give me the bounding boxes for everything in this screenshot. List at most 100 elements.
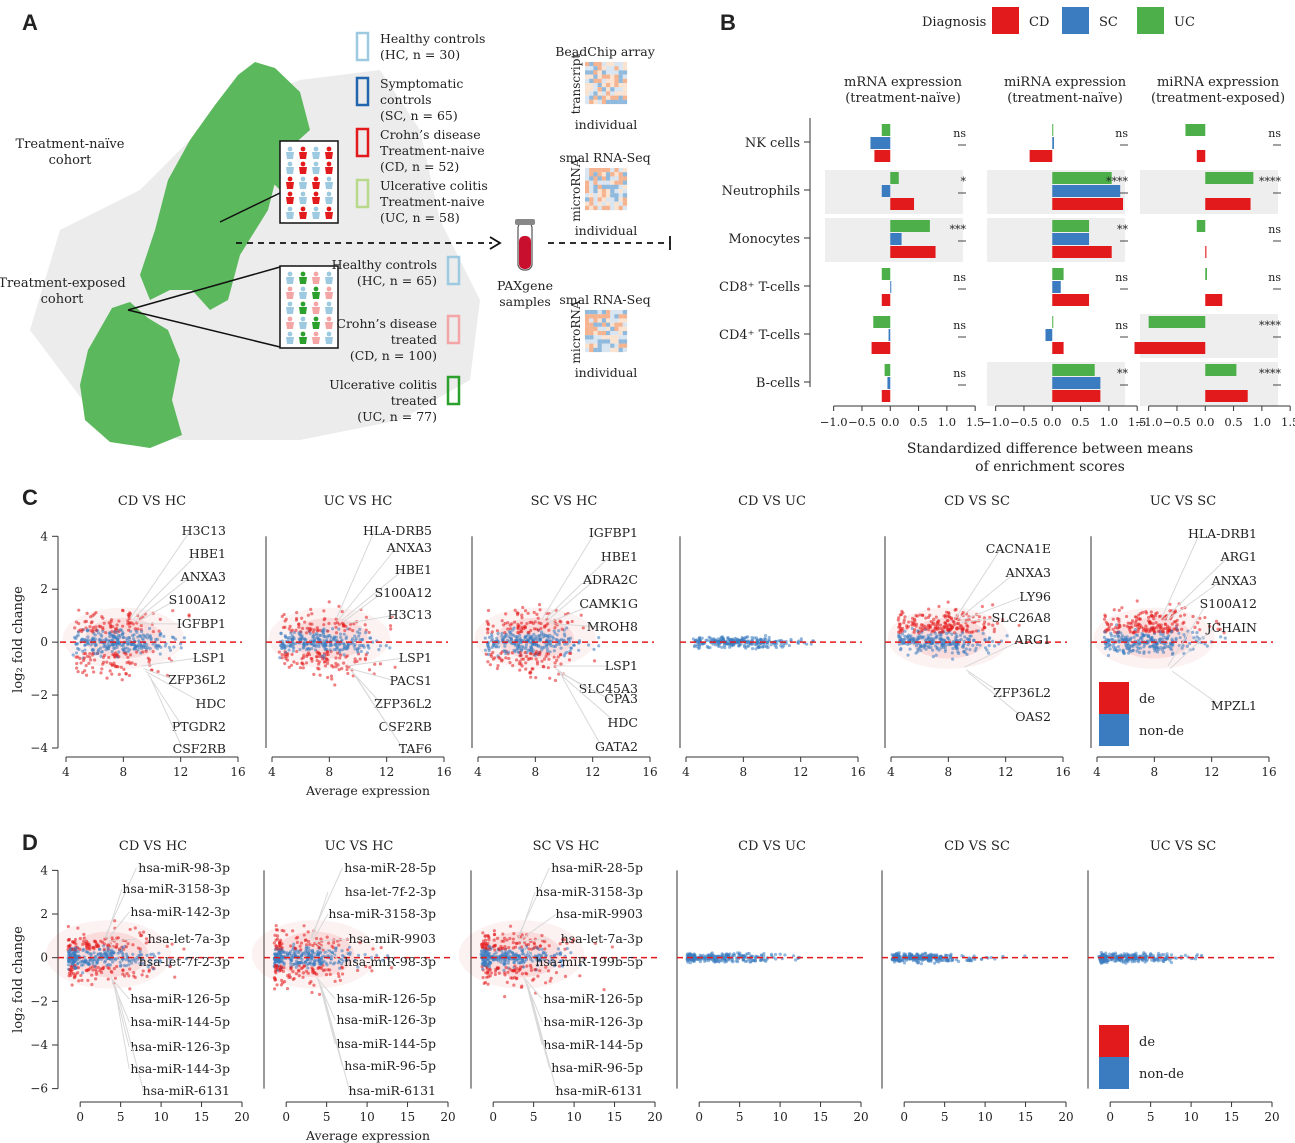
gene-label: HLA-DRB5 <box>363 523 432 538</box>
data-point <box>297 974 301 978</box>
data-point <box>897 616 901 620</box>
data-point <box>295 935 300 940</box>
data-point <box>550 635 555 639</box>
data-point <box>168 964 172 969</box>
data-point <box>496 663 500 668</box>
data-point <box>965 630 969 634</box>
data-point <box>113 646 117 650</box>
heatmap-cell <box>593 184 598 190</box>
data-point <box>137 639 141 643</box>
data-point <box>995 621 1000 625</box>
heatmap-cell <box>601 91 607 96</box>
data-point <box>480 944 484 948</box>
heatmap-cell <box>585 193 590 198</box>
data-point <box>380 958 385 962</box>
data-point <box>970 630 974 634</box>
data-point <box>809 642 813 646</box>
data-point <box>108 669 112 673</box>
data-point <box>369 955 373 960</box>
data-point <box>77 608 81 612</box>
data-point <box>935 647 939 651</box>
data-point <box>988 615 992 619</box>
data-point <box>66 963 71 967</box>
x-tick-label: 0.0 <box>1043 415 1061 429</box>
data-point <box>379 945 383 950</box>
data-point <box>342 645 346 649</box>
data-point <box>688 961 692 965</box>
label-leader <box>351 670 382 705</box>
y-tick-label: 4 <box>40 529 48 543</box>
heatmap-xlab: individual <box>575 365 638 380</box>
data-point <box>500 946 504 950</box>
data-point <box>511 946 515 950</box>
data-point <box>127 959 131 963</box>
data-point <box>1115 616 1120 621</box>
bar-sc <box>890 233 902 245</box>
heatmap-cell <box>610 322 615 327</box>
data-point <box>299 941 304 945</box>
data-point <box>337 943 341 947</box>
data-point <box>1150 644 1155 648</box>
data-point <box>577 648 581 652</box>
data-point <box>937 604 941 609</box>
data-point <box>116 665 120 669</box>
data-point <box>499 960 503 964</box>
heatmap-cell <box>589 176 594 181</box>
data-point <box>117 947 121 951</box>
person-icon <box>300 286 306 292</box>
data-point <box>511 664 515 668</box>
data-point <box>279 938 283 942</box>
data-point <box>141 650 145 654</box>
heatmap-cell <box>585 87 590 92</box>
gene-label: CAMK1G <box>579 596 638 611</box>
data-point <box>322 641 326 645</box>
data-point <box>898 624 902 628</box>
data-point <box>327 621 331 626</box>
data-point <box>319 958 323 962</box>
data-point <box>121 952 125 956</box>
heatmap-cell <box>597 70 602 75</box>
data-point <box>128 653 133 657</box>
data-point <box>338 978 342 982</box>
data-point <box>93 643 98 648</box>
data-point <box>319 962 323 966</box>
data-point <box>343 628 347 633</box>
data-point <box>101 967 105 971</box>
data-point <box>518 957 522 961</box>
data-point <box>322 609 326 613</box>
gene-label: HBE1 <box>601 549 638 564</box>
data-point <box>516 622 520 627</box>
data-point <box>1182 633 1186 637</box>
data-point <box>318 951 323 955</box>
bar-uc <box>1052 220 1090 232</box>
data-point <box>539 632 544 636</box>
heatmap-cell <box>601 339 607 344</box>
data-point <box>486 975 491 979</box>
data-point <box>1203 642 1207 646</box>
data-point <box>91 666 95 670</box>
label-leader <box>551 623 603 628</box>
data-point <box>275 983 279 987</box>
data-point <box>96 631 101 635</box>
data-point <box>965 652 969 657</box>
data-point <box>756 638 760 642</box>
category-label: CD4⁺ T-cells <box>719 328 800 343</box>
data-point <box>922 635 926 639</box>
data-point <box>902 621 906 625</box>
data-point <box>555 633 559 637</box>
data-point <box>919 648 923 653</box>
data-point <box>136 946 141 950</box>
data-point <box>334 635 339 639</box>
person-icon <box>312 277 320 284</box>
data-point <box>367 646 371 650</box>
heatmap-cell <box>622 201 628 206</box>
gene-label: SLC26A8 <box>992 610 1051 625</box>
data-point <box>281 642 285 646</box>
heatmap-cell <box>614 176 619 181</box>
data-point <box>1128 639 1132 643</box>
data-point <box>525 964 529 968</box>
data-point <box>73 955 77 960</box>
data-point <box>1193 625 1197 629</box>
data-point <box>308 948 312 953</box>
data-point <box>972 638 976 642</box>
